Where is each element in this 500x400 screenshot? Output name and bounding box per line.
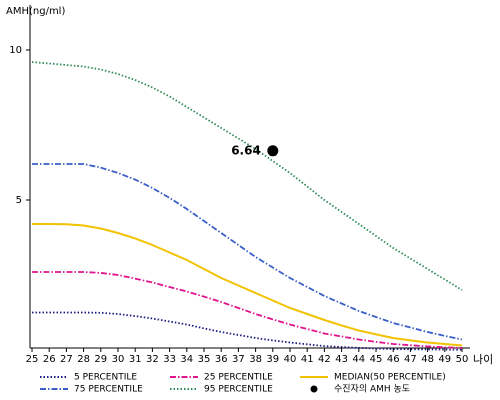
- legend-label: 95 PERCENTILE: [204, 385, 273, 395]
- x-tick-label: 42: [318, 354, 331, 365]
- x-tick-label: 34: [180, 354, 193, 365]
- x-tick-label: 35: [198, 354, 211, 365]
- line-series: [32, 311, 463, 351]
- highlight-label: 6.64: [231, 143, 261, 157]
- x-tick-label: 47: [404, 354, 417, 365]
- x-tick-label: 38: [249, 354, 262, 365]
- legend-label: 75 PERCENTILE: [74, 385, 143, 395]
- line-series: [32, 163, 463, 341]
- x-tick-label: 48: [421, 354, 434, 365]
- x-tick-label: 30: [112, 354, 125, 365]
- legend-label: MEDIAN(50 PERCENTILE): [334, 373, 446, 383]
- x-tick-label: 26: [43, 354, 56, 365]
- x-tick-label: 41: [301, 354, 314, 365]
- x-tick-label: 40: [284, 354, 297, 365]
- legend-label: 수진자의 AMH 농도: [334, 384, 410, 395]
- line-series: [32, 271, 463, 349]
- x-tick-label: 46: [387, 354, 400, 365]
- highlight-point: [267, 145, 279, 157]
- x-tick-label: 25: [26, 354, 39, 365]
- x-tick-label: 28: [77, 354, 90, 365]
- x-tick-label: 44: [352, 354, 365, 365]
- x-tick-label: 27: [60, 354, 73, 365]
- x-tick-label: 31: [129, 354, 142, 365]
- line-series: [32, 223, 463, 347]
- y-axis-label: AMH(ng/ml): [6, 6, 65, 17]
- legend-label: 5 PERCENTILE: [74, 373, 137, 383]
- y-tick-label: 10: [9, 45, 22, 56]
- x-tick-label: 45: [370, 354, 383, 365]
- x-tick-label: 43: [335, 354, 348, 365]
- x-tick-label: 49: [438, 354, 451, 365]
- y-tick-label: 5: [16, 195, 22, 206]
- x-tick-label: 50: [456, 354, 469, 365]
- x-tick-label: 36: [215, 354, 228, 365]
- x-axis-label: 나이: [473, 353, 493, 366]
- line-series: [31, 61, 463, 291]
- legend-marker: [310, 385, 318, 393]
- x-tick-label: 37: [232, 354, 245, 365]
- x-tick-label: 39: [266, 354, 279, 365]
- x-tick-label: 33: [163, 354, 176, 365]
- x-tick-label: 29: [94, 354, 107, 365]
- x-tick-label: 32: [146, 354, 159, 365]
- legend-label: 25 PERCENTILE: [204, 373, 273, 383]
